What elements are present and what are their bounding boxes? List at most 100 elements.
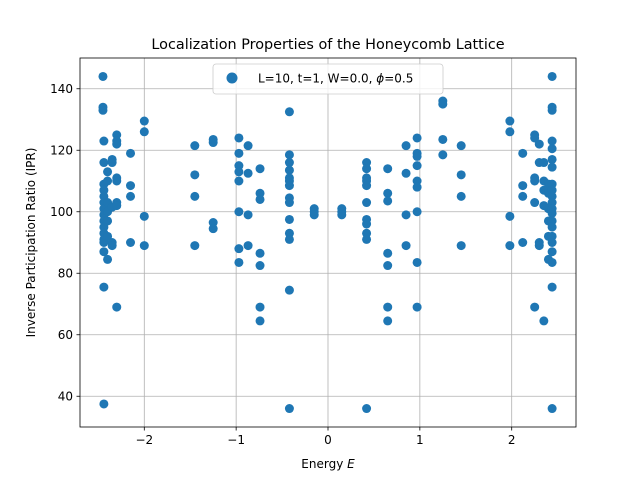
data-point (547, 144, 557, 154)
x-tick-label: 0 (324, 433, 332, 447)
data-point (284, 165, 294, 175)
data-point (255, 194, 265, 204)
data-point (456, 191, 466, 201)
data-point (438, 134, 448, 144)
data-point (547, 198, 557, 208)
data-point (412, 133, 422, 143)
data-point (243, 141, 253, 151)
data-point (255, 248, 265, 258)
x-tick-label: 1 (416, 433, 424, 447)
data-point (362, 228, 372, 238)
data-point (284, 228, 294, 238)
data-point (539, 316, 549, 326)
data-point (112, 302, 122, 312)
data-point (284, 234, 294, 244)
data-point (518, 191, 528, 201)
data-point (112, 176, 122, 186)
data-point (255, 188, 265, 198)
legend-box (212, 63, 444, 95)
data-point (284, 158, 294, 168)
y-tick-label: 140 (50, 82, 73, 96)
data-point (438, 150, 448, 160)
data-point (412, 182, 422, 192)
data-point (284, 285, 294, 295)
y-axis-label: Inverse Participation Ratio (IPR) (24, 148, 38, 338)
data-point (518, 238, 528, 247)
data-point (534, 139, 544, 149)
data-point (456, 141, 466, 151)
data-point (401, 168, 411, 178)
y-tick-label: 100 (50, 205, 73, 219)
data-point (539, 158, 549, 168)
data-point (126, 191, 136, 201)
data-point (383, 164, 393, 174)
data-point (383, 261, 393, 271)
data-point (99, 158, 109, 168)
data-point (401, 141, 411, 151)
data-point (99, 247, 109, 257)
data-point (234, 148, 244, 158)
data-point (412, 207, 422, 217)
data-point (547, 191, 557, 201)
data-point (234, 207, 244, 217)
data-point (401, 210, 411, 220)
data-point (107, 241, 117, 251)
data-point (401, 241, 411, 251)
x-tick-label: −2 (135, 433, 153, 447)
data-point (126, 181, 136, 191)
x-axis-label-variable: E (347, 457, 355, 471)
data-point (234, 133, 244, 143)
data-point (284, 107, 294, 117)
data-point (547, 179, 557, 189)
data-point (505, 116, 515, 126)
data-point (383, 248, 393, 258)
y-tick-label: 120 (50, 144, 73, 158)
x-axis-ticks: −2 −1 0 1 2 (135, 427, 516, 447)
data-point (362, 198, 372, 208)
data-point (126, 148, 136, 158)
data-point (208, 138, 218, 148)
data-point (284, 181, 294, 191)
data-point (139, 116, 149, 126)
data-point (362, 219, 372, 229)
data-point (255, 316, 265, 326)
data-point (530, 198, 540, 208)
data-point (412, 257, 422, 267)
data-point (234, 176, 244, 186)
data-point (98, 71, 108, 81)
data-point (243, 241, 253, 251)
data-point (412, 176, 422, 186)
data-point (190, 241, 200, 251)
data-point (139, 241, 149, 251)
data-point (530, 176, 540, 186)
data-point (362, 181, 372, 191)
data-point (103, 176, 113, 186)
x-tick-label: 2 (508, 433, 516, 447)
data-point (412, 151, 422, 161)
data-point (547, 162, 557, 172)
data-point (284, 214, 294, 224)
data-point (547, 231, 557, 241)
data-point (255, 164, 265, 174)
data-point (412, 161, 422, 171)
data-point (103, 231, 113, 241)
data-point (547, 185, 557, 195)
legend: L=10, t=1, W=0.0, ϕ=0.5 (212, 63, 444, 95)
data-point (99, 399, 109, 409)
data-point (362, 404, 372, 414)
data-point (518, 181, 528, 191)
data-point (547, 154, 557, 164)
data-point (284, 404, 294, 414)
data-point (103, 167, 113, 177)
data-point (547, 208, 557, 218)
legend-label-variable: ϕ (376, 72, 384, 86)
y-tick-label: 40 (58, 390, 73, 404)
legend-marker (226, 72, 238, 84)
data-point (112, 139, 122, 149)
data-point (99, 282, 109, 292)
data-point (112, 201, 122, 211)
data-point (243, 210, 253, 220)
data-point (208, 218, 218, 228)
data-point (530, 302, 540, 312)
